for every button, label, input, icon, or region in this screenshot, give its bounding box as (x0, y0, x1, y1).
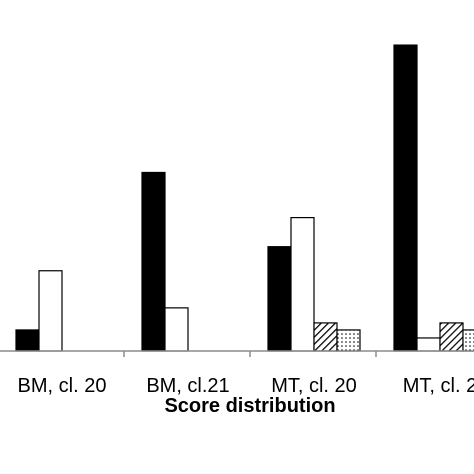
x-tick-label: BM, cl.21 (146, 375, 229, 397)
bar-solid-1 (15, 329, 40, 352)
bar-group (15, 44, 474, 352)
x-tick-label: BM, cl. 20 (18, 375, 107, 397)
x-axis-ticks (123, 351, 377, 357)
bar-open-2 (164, 307, 189, 352)
bar-dotted-3 (336, 329, 361, 352)
x-tick-label: MT, cl. 2 (403, 375, 474, 397)
bar-diagonal-hatch-3 (313, 322, 338, 352)
bar-dotted-4 (462, 329, 474, 352)
bar-open-1 (38, 270, 63, 352)
x-axis-title: Score distribution (164, 395, 335, 417)
x-tick-label: MT, cl. 20 (271, 375, 357, 397)
bar-solid-3 (267, 246, 292, 352)
bar-solid-2 (141, 171, 166, 352)
bar-open-3 (290, 216, 315, 352)
bar-solid-4 (393, 44, 418, 352)
bar-diagonal-hatch-4 (439, 322, 464, 352)
bar-open-4 (416, 337, 441, 352)
x-tick-labels: BM, cl. 20 BM, cl.21 MT, cl. 20 MT, cl. 2 (18, 375, 474, 397)
